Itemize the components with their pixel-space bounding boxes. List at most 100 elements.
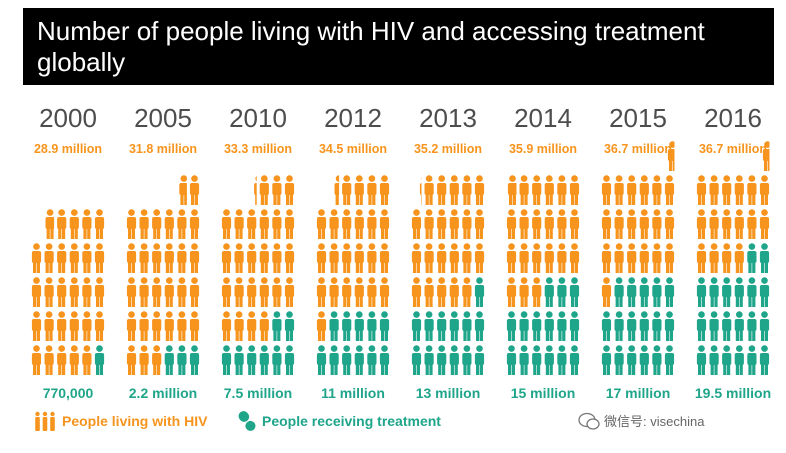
hiv-count-label: 36.7 million (604, 142, 672, 156)
hiv-person-icon (316, 311, 327, 341)
hiv-person-icon (367, 277, 377, 307)
hiv-person-icon (667, 141, 675, 171)
year-label: 2014 (514, 103, 572, 133)
hiv-person-icon (247, 209, 257, 239)
treatment-person-icon (557, 277, 567, 307)
hiv-person-icon (69, 243, 79, 273)
treatment-person-icon (627, 277, 637, 307)
hiv-person-icon (57, 243, 67, 273)
hiv-person-icon (696, 175, 707, 205)
hiv-person-icon (284, 209, 295, 239)
treatment-person-icon (284, 311, 295, 341)
hiv-person-icon (639, 209, 649, 239)
hiv-person-icon (411, 277, 422, 307)
treatment-person-icon (627, 311, 637, 341)
hiv-person-icon (437, 277, 447, 307)
year-label: 2015 (609, 103, 667, 133)
treatment-person-icon (722, 311, 732, 341)
hiv-person-icon (411, 209, 422, 239)
treatment-person-icon (221, 345, 232, 375)
hiv-person-icon (379, 243, 390, 273)
treatment-person-icon (532, 345, 542, 375)
hiv-person-icon (437, 243, 447, 273)
hiv-person-icon (734, 209, 744, 239)
treatment-person-icon (379, 311, 390, 341)
treatment-person-icon (652, 277, 662, 307)
hiv-person-icon (94, 209, 105, 239)
hiv-person-icon (259, 277, 269, 307)
hiv-person-icon (379, 277, 390, 307)
treatment-person-icon (759, 311, 770, 341)
hiv-person-icon (82, 277, 92, 307)
treatment-person-icon (664, 345, 675, 375)
treatment-person-icon (449, 311, 459, 341)
treatment-person-icon (639, 277, 649, 307)
treatment-person-icon (316, 345, 327, 375)
hiv-person-icon (601, 277, 612, 307)
hiv-person-icon (31, 243, 42, 273)
treatment-person-icon (734, 277, 744, 307)
hiv-person-icon (69, 311, 79, 341)
hiv-person-icon (342, 277, 352, 307)
hiv-person-icon (316, 209, 327, 239)
hiv-person-icon (506, 277, 517, 307)
hiv-person-icon (284, 243, 295, 273)
treatment-person-icon (437, 311, 447, 341)
legend-hiv: People living with HIV (34, 408, 207, 434)
treatment-person-icon (652, 345, 662, 375)
hiv-person-icon (189, 209, 200, 239)
hiv-person-icon (569, 209, 580, 239)
hiv-person-icon (747, 209, 757, 239)
hiv-person-icon (652, 175, 662, 205)
hiv-person-icon (379, 209, 390, 239)
hiv-person-icon (449, 277, 459, 307)
treatment-person-icon (532, 311, 542, 341)
treatment-person-icon (709, 277, 719, 307)
hiv-count-label: 28.9 million (34, 142, 102, 156)
hiv-person-icon (424, 277, 434, 307)
treatment-person-icon (411, 345, 422, 375)
hiv-person-icon (94, 277, 105, 307)
hiv-person-icon (519, 277, 529, 307)
hiv-person-icon (316, 243, 327, 273)
treatment-person-icon (709, 345, 719, 375)
treatment-person-icon (506, 311, 517, 341)
hiv-person-icon (449, 243, 459, 273)
hiv-person-icon (652, 243, 662, 273)
hiv-person-icon (462, 277, 472, 307)
treatment-person-icon (519, 311, 529, 341)
hiv-person-icon (259, 311, 269, 341)
hiv-person-icon (544, 243, 554, 273)
hiv-person-icon (601, 243, 612, 273)
hiv-person-icon (69, 345, 79, 375)
treatment-person-icon (189, 345, 200, 375)
hiv-person-icon (164, 209, 174, 239)
hiv-person-icon (696, 243, 707, 273)
hiv-person-icon (639, 243, 649, 273)
hiv-person-icon (474, 209, 485, 239)
hiv-person-icon (234, 209, 244, 239)
hiv-person-icon (272, 175, 282, 205)
hiv-person-icon (367, 243, 377, 273)
treatment-count-label: 15 million (511, 385, 576, 401)
treatment-person-icon (329, 311, 339, 341)
hiv-person-icon (424, 243, 434, 273)
treatment-person-icon (664, 311, 675, 341)
hiv-person-icon (462, 175, 472, 205)
hiv-person-icon (189, 311, 200, 341)
hiv-person-icon (627, 175, 637, 205)
treatment-person-icon (247, 345, 257, 375)
hiv-person-icon (601, 209, 612, 239)
hiv-person-icon (639, 175, 649, 205)
hiv-person-icon (342, 243, 352, 273)
hiv-person-icon (272, 209, 282, 239)
people-group-icon (35, 411, 55, 431)
hiv-person-icon (57, 345, 67, 375)
hiv-person-icon (164, 243, 174, 273)
treatment-person-icon (424, 345, 434, 375)
hiv-person-icon (44, 243, 54, 273)
hiv-person-icon (569, 243, 580, 273)
treatment-person-icon (474, 311, 485, 341)
treatment-person-icon (354, 311, 364, 341)
treatment-person-icon (759, 277, 770, 307)
